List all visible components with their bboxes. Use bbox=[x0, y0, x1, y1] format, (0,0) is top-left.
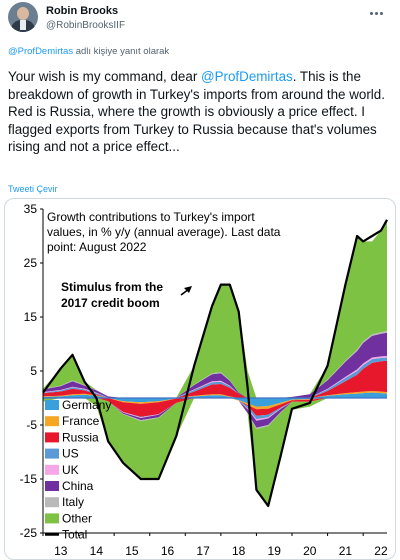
avatar-shirt-shape bbox=[20, 20, 26, 30]
legend-label-uk: UK bbox=[62, 463, 79, 477]
x-tick-label: 20 bbox=[303, 544, 317, 558]
chart-total-line bbox=[42, 219, 388, 508]
legend-label-france: France bbox=[62, 414, 100, 428]
y-tick-label: -15 bbox=[20, 472, 38, 486]
chart-axes: 35 25 15 5 -5 -15 -25 13 14 15 16 17 18 19 20 21 22 bbox=[20, 202, 388, 558]
legend-label-china: China bbox=[62, 479, 94, 493]
legend-label-us: US bbox=[62, 447, 79, 461]
legend-swatch-us bbox=[45, 448, 59, 459]
area-germany-negative bbox=[43, 398, 387, 407]
tweet-text: Your wish is my command, dear @ProfDemir… bbox=[8, 68, 396, 156]
area-russia-positive bbox=[43, 360, 387, 398]
more-dot bbox=[369, 11, 373, 15]
reply-context: @ProfDemirtas adlı kişiye yanıt olarak bbox=[8, 46, 169, 57]
legend-label-other: Other bbox=[62, 511, 92, 525]
tweet-media-chart[interactable]: 35 25 15 5 -5 -15 -25 13 14 15 16 17 18 19 20 21 22 Grow… bbox=[4, 198, 396, 560]
tweet-text-before: Your wish is my command, dear bbox=[8, 69, 201, 84]
x-tick-label: 22 bbox=[374, 544, 388, 558]
stimulus-annotation: 2017 credit boom bbox=[61, 296, 160, 310]
x-tick-label: 16 bbox=[161, 544, 175, 558]
reply-mention-link[interactable]: @ProfDemirtas bbox=[8, 46, 74, 57]
legend-swatch-russia bbox=[45, 432, 59, 443]
chart-legend: Germany France Russia US UK China Italy Other To… bbox=[45, 398, 111, 542]
stimulus-annotation: Stimulus from the bbox=[61, 280, 163, 294]
y-tick-label: -25 bbox=[20, 526, 38, 540]
more-dot bbox=[379, 11, 383, 15]
area-russia-negative bbox=[43, 398, 387, 417]
y-tick-label: 15 bbox=[24, 310, 38, 324]
x-tick-label: 13 bbox=[54, 544, 68, 558]
tweet-text-after: . This is the breakdown of growth in Tur… bbox=[8, 69, 385, 155]
legend-swatch-italy bbox=[45, 497, 59, 508]
chart-title-line: values, in % y/y (annual average). Last … bbox=[47, 225, 281, 239]
x-tick-label: 18 bbox=[232, 544, 246, 558]
x-tick-label: 15 bbox=[125, 544, 139, 558]
translate-tweet-link[interactable]: Tweeti Çevir bbox=[8, 184, 58, 194]
chart-title-line: Growth contributions to Turkey's import bbox=[47, 210, 255, 224]
legend-label-italy: Italy bbox=[62, 495, 84, 509]
author-handle[interactable]: @RobinBrooksIIF bbox=[46, 20, 126, 31]
legend-label-germany: Germany bbox=[62, 398, 111, 412]
x-tick-label: 17 bbox=[196, 544, 210, 558]
annotation-arrow-head bbox=[184, 286, 192, 293]
chart-area-layers bbox=[43, 219, 387, 508]
legend-swatch-germany bbox=[45, 400, 59, 410]
x-tick-label: 19 bbox=[268, 544, 282, 558]
more-dot bbox=[374, 11, 378, 15]
avatar-head-shape bbox=[17, 7, 29, 20]
author-avatar[interactable] bbox=[8, 2, 38, 32]
reply-suffix: adlı kişiye yanıt olarak bbox=[73, 46, 170, 57]
legend-label-russia: Russia bbox=[62, 430, 99, 444]
legend-swatch-uk bbox=[45, 464, 59, 475]
area-other-negative bbox=[43, 398, 387, 508]
legend-label-total: Total bbox=[62, 528, 87, 542]
chart-text: Growth contributions to Turkey's importv… bbox=[47, 210, 281, 310]
import-growth-chart: 35 25 15 5 -5 -15 -25 13 14 15 16 17 18 19 20 21 22 Grow… bbox=[20, 202, 388, 558]
more-horizontal-icon[interactable] bbox=[366, 6, 386, 20]
chart-title-line: point: August 2022 bbox=[47, 240, 147, 254]
legend-swatch-france bbox=[45, 416, 59, 427]
author-display-name[interactable]: Robin Brooks bbox=[46, 5, 119, 17]
legend-swatch-other bbox=[45, 513, 59, 524]
y-tick-label: 35 bbox=[24, 202, 38, 216]
x-tick-label: 14 bbox=[90, 544, 104, 558]
area-other-positive bbox=[43, 219, 387, 398]
area-france-positive bbox=[43, 391, 387, 398]
x-tick-label: 21 bbox=[339, 544, 353, 558]
series-total-line bbox=[42, 219, 388, 508]
y-tick-label: -5 bbox=[26, 418, 37, 432]
legend-swatch-china bbox=[45, 481, 59, 491]
tweet-header: Robin Brooks @RobinBrooksIIF bbox=[0, 0, 400, 38]
y-tick-label: 5 bbox=[30, 364, 37, 378]
tweet-mention-link[interactable]: @ProfDemirtas bbox=[201, 69, 293, 84]
y-tick-label: 25 bbox=[24, 256, 38, 270]
